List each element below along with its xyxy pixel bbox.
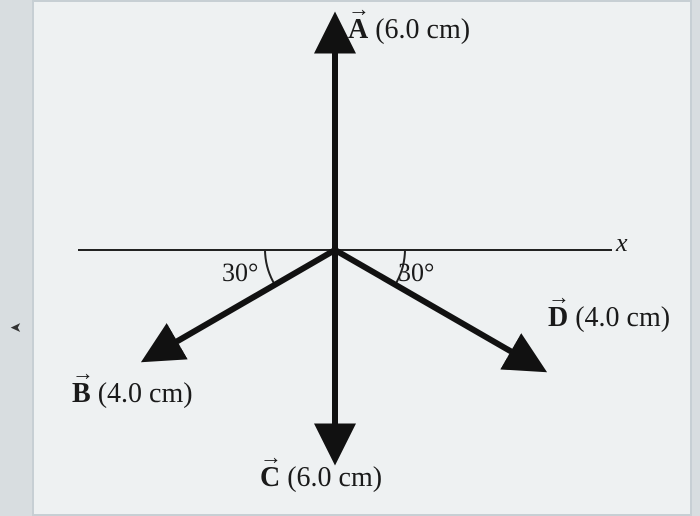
vector-B-mag: (4.0 cm): [98, 378, 193, 409]
vector-A-name: A: [348, 14, 368, 46]
angle-arc-left: [265, 250, 275, 285]
cursor-icon: ➤: [10, 320, 22, 337]
x-axis-label: x: [616, 228, 628, 258]
vector-C-label: C (6.0 cm): [260, 462, 382, 494]
vector-D-mag: (4.0 cm): [575, 302, 670, 333]
vector-D-label: D (4.0 cm): [548, 302, 670, 334]
vector-B-label: B (4.0 cm): [72, 378, 193, 410]
angle-right-label: 30°: [398, 258, 434, 288]
vector-A-label: A (6.0 cm): [348, 14, 470, 46]
vector-B-name: B: [72, 378, 91, 410]
vector-diagram: [0, 0, 700, 516]
vector-D: [335, 250, 538, 367]
vector-C-name: C: [260, 462, 280, 494]
vector-A-mag: (6.0 cm): [375, 14, 470, 45]
angle-left-label: 30°: [222, 258, 258, 288]
vector-D-name: D: [548, 302, 568, 334]
vector-C-mag: (6.0 cm): [287, 462, 382, 493]
